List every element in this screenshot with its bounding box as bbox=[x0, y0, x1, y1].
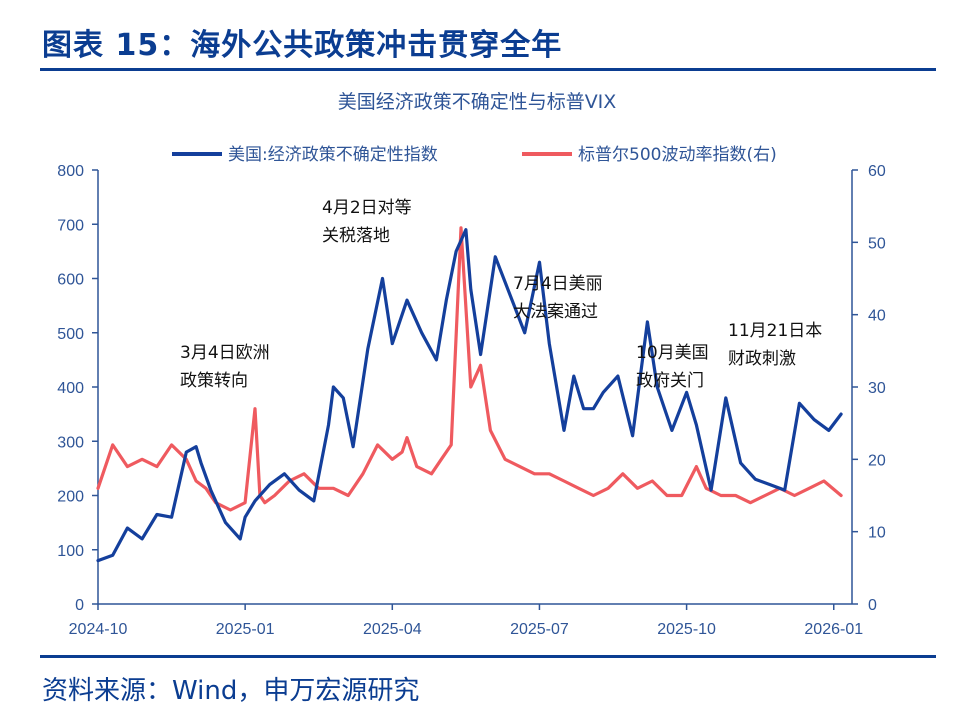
x-tick-label: 2024-10 bbox=[69, 621, 128, 638]
x-tick-label: 2026-01 bbox=[804, 621, 863, 638]
x-tick-label: 2025-07 bbox=[510, 621, 569, 638]
figure-title: 图表 15：海外公共政策冲击贯穿全年 bbox=[42, 28, 563, 63]
annotation-label: 4月2日对等 bbox=[322, 198, 412, 218]
y-left-tick-label: 300 bbox=[57, 434, 84, 451]
annotation-label: 关税落地 bbox=[322, 226, 390, 246]
source-note: 资料来源：Wind，申万宏源研究 bbox=[42, 676, 420, 706]
y-right-tick-label: 50 bbox=[868, 235, 886, 252]
series-line-epu bbox=[96, 228, 843, 563]
legend-label-epu: 美国:经济政策不确定性指数 bbox=[228, 145, 438, 165]
annotation-label: 政策转向 bbox=[180, 371, 248, 391]
y-left-tick-label: 700 bbox=[57, 217, 84, 234]
x-tick-label: 2025-04 bbox=[363, 621, 422, 638]
x-tick-label: 2025-01 bbox=[216, 621, 275, 638]
chart-title: 美国经济政策不确定性与标普VIX bbox=[338, 91, 617, 113]
y-left-tick-label: 600 bbox=[57, 272, 84, 289]
y-left-tick-label: 500 bbox=[57, 326, 84, 343]
y-right-tick-label: 30 bbox=[868, 380, 886, 397]
y-left-tick-label: 100 bbox=[57, 543, 84, 560]
annotation-label: 11月21日本 bbox=[728, 321, 822, 341]
series-line-vix bbox=[96, 226, 843, 512]
annotation-label: 政府关门 bbox=[636, 371, 704, 391]
top-divider bbox=[40, 68, 936, 71]
y-left-tick-label: 0 bbox=[75, 597, 84, 614]
y-left-tick-label: 400 bbox=[57, 380, 84, 397]
bottom-divider bbox=[40, 655, 936, 658]
annotation-label: 大法案通过 bbox=[513, 302, 598, 322]
annotation-label: 10月美国 bbox=[636, 343, 709, 363]
annotation-label: 3月4日欧洲 bbox=[180, 343, 270, 363]
x-tick-label: 2025-10 bbox=[657, 621, 716, 638]
annotation-label: 财政刺激 bbox=[728, 349, 796, 369]
y-right-tick-label: 0 bbox=[868, 597, 877, 614]
y-right-tick-label: 10 bbox=[868, 525, 886, 542]
y-left-tick-label: 800 bbox=[57, 163, 84, 180]
y-right-tick-label: 20 bbox=[868, 452, 886, 469]
annotation-label: 7月4日美丽 bbox=[513, 274, 603, 294]
y-left-tick-label: 200 bbox=[57, 489, 84, 506]
series-layer bbox=[96, 226, 843, 563]
legend-label-vix: 标普尔500波动率指数(右) bbox=[578, 145, 777, 165]
y-right-tick-label: 40 bbox=[868, 308, 886, 325]
legend: 美国:经济政策不确定性指数 标普尔500波动率指数(右) bbox=[172, 145, 777, 165]
axes: 0 100 200 300 400 500 600 700 800 0 10 20 30 40 50 60 20… bbox=[57, 163, 886, 638]
y-right-tick-label: 60 bbox=[868, 163, 886, 180]
